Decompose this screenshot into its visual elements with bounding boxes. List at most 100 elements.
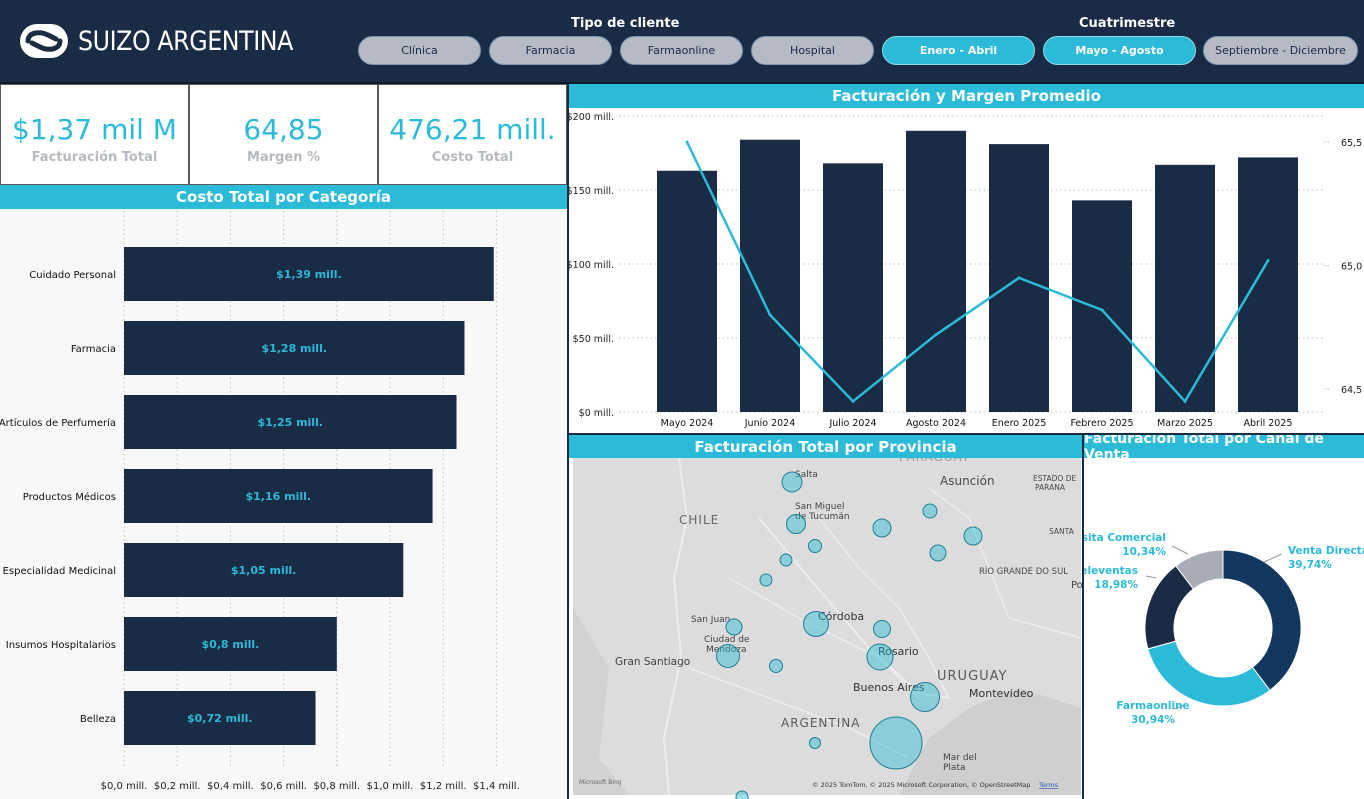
y-tick-label: $0 mill. (579, 408, 614, 419)
bar-data-label: $1,28 mill. (261, 342, 327, 355)
margin-point (934, 333, 938, 337)
province-bubble (779, 553, 793, 567)
month-bar (740, 139, 800, 412)
map-place-label: SANTA (1049, 527, 1075, 536)
kpi-value: 64,85 (243, 113, 324, 146)
category-bar (124, 321, 465, 375)
category-label: Productos Médicos (23, 491, 116, 503)
donut-slice (1222, 549, 1302, 692)
map-road-line (728, 577, 920, 699)
bar-data-label: $0,72 mill. (187, 712, 253, 725)
quarter-septiembre-diciembre[interactable]: Septiembre - Diciembre (1203, 36, 1358, 65)
x-tick-label: Junio 2024 (744, 418, 796, 429)
map-place-label: San Juan (691, 615, 730, 625)
map-place-label: CHILE (679, 513, 719, 527)
map-terms-link[interactable]: Terms (1038, 781, 1059, 789)
map-road-line (818, 517, 950, 699)
kpi-card-costo: 476,21 mill. Costo Total (378, 84, 567, 185)
margin-point (1183, 399, 1187, 403)
month-bar (906, 130, 966, 413)
province-bubble (873, 620, 891, 638)
client-type-farmacia[interactable]: Farmacia (489, 36, 612, 65)
channel-chart-panel: Venta Directa 39,74% Farmaonline 30,94% Tele… (1070, 458, 1364, 799)
margin-point (1266, 259, 1270, 263)
category-bar-chart: $0,0 mill. $0,2 mill. $0,4 mill. $0,6 mill.… (0, 211, 520, 792)
quarter-enero-abril[interactable]: Enero - Abril (882, 36, 1035, 65)
map-attribution: © 2025 TomTom, © 2025 Microsoft Corporat… (812, 781, 1030, 789)
client-type-clinica[interactable]: Clínica (358, 36, 481, 65)
quarter-title: Cuatrimestre (1079, 16, 1176, 31)
x-tick-label: $1,0 mill. (367, 781, 414, 792)
province-bubble (808, 539, 822, 553)
map-road-line (688, 667, 910, 759)
donut-slice-name: Venta Directa (1288, 545, 1364, 557)
category-label: Especialidad Medicinal (3, 566, 116, 577)
map-place-label: Mar del (943, 753, 977, 763)
x-tick-label: Enero 2025 (992, 418, 1047, 429)
map-atlantic (899, 688, 1081, 795)
category-label: Artículos de Perfumería (0, 417, 116, 429)
map-place-label: Salta (795, 470, 818, 480)
client-type-title: Tipo de cliente (571, 16, 680, 31)
quarter-mayo-agosto[interactable]: Mayo - Agosto (1043, 36, 1196, 65)
margin-line (685, 141, 1270, 404)
donut-leader-line (1173, 704, 1185, 710)
donut-leader-line (1145, 575, 1157, 579)
x-tick-label: Julio 2024 (828, 418, 876, 429)
province-bubble (769, 659, 783, 673)
month-bar (823, 163, 883, 412)
bar-data-label: $0,8 mill. (201, 638, 259, 651)
province-bubble (725, 618, 743, 636)
map-place-label: Plata (943, 763, 966, 773)
y-tick-label: $150 mill. (569, 186, 614, 197)
category-bar (124, 543, 404, 597)
channel-donut-chart: Venta Directa 39,74% Farmaonline 30,94% Tele… (1070, 532, 1364, 726)
y2-tick-label: 65,5 (1341, 138, 1362, 149)
brand-name: SUIZO ARGENTINA (78, 25, 293, 57)
margin-point (1100, 308, 1104, 312)
x-tick-label: $0,6 mill. (260, 781, 307, 792)
category-label: Farmacia (71, 344, 116, 355)
bar-data-label: $1,39 mill. (276, 268, 342, 281)
donut-slice-name: Televentas (1084, 565, 1138, 577)
map-place-label: Gran Santiago (615, 656, 690, 668)
client-type-farmaonline[interactable]: Farmaonline (620, 36, 743, 65)
province-bubble (929, 544, 947, 562)
map-place-label: Asunción (940, 474, 995, 488)
client-type-hospital[interactable]: Hospital (751, 36, 874, 65)
margin-point (851, 399, 855, 403)
map-border-line (662, 457, 689, 796)
y-tick-label: $100 mill. (569, 260, 614, 271)
map-place-label: PARANA (1035, 483, 1066, 492)
map-road-line (758, 517, 950, 699)
x-tick-label: Abril 2025 (1244, 418, 1293, 429)
category-label: Cuidado Personal (29, 270, 116, 281)
map-place-label: de Tucumán (795, 512, 850, 522)
brand-logo: SUIZO ARGENTINA (18, 22, 322, 60)
divider (567, 433, 1364, 435)
donut-slice-value: 30,94% (1131, 714, 1175, 726)
map-place-label: Córdoba (818, 610, 864, 623)
map-place-label: Montevideo (969, 687, 1034, 700)
x-tick-label: Febrero 2025 (1070, 418, 1133, 429)
x-tick-label: $1,4 mill. (473, 781, 520, 792)
x-tick-label: $0,2 mill. (154, 781, 201, 792)
divider (567, 84, 569, 799)
donut-slice-value: 39,74% (1288, 559, 1332, 571)
kpi-value: 476,21 mill. (389, 113, 556, 146)
month-bar (657, 170, 717, 412)
category-bar (124, 395, 457, 449)
map-place-label: ARGENTINA (781, 716, 860, 730)
category-bar (124, 691, 316, 745)
kpi-label: Costo Total (431, 150, 514, 165)
province-bubble (759, 573, 773, 587)
monthly-chart-panel: $0 mill. $50 mill. $100 mill. $150 mill. $20… (567, 108, 1364, 433)
map-place-label: RÍO GRANDE DO SUL (979, 565, 1068, 577)
x-tick-label: $0,0 mill. (101, 781, 148, 792)
map-road-line (928, 487, 1082, 639)
map-place-label: Mendoza (706, 645, 746, 655)
